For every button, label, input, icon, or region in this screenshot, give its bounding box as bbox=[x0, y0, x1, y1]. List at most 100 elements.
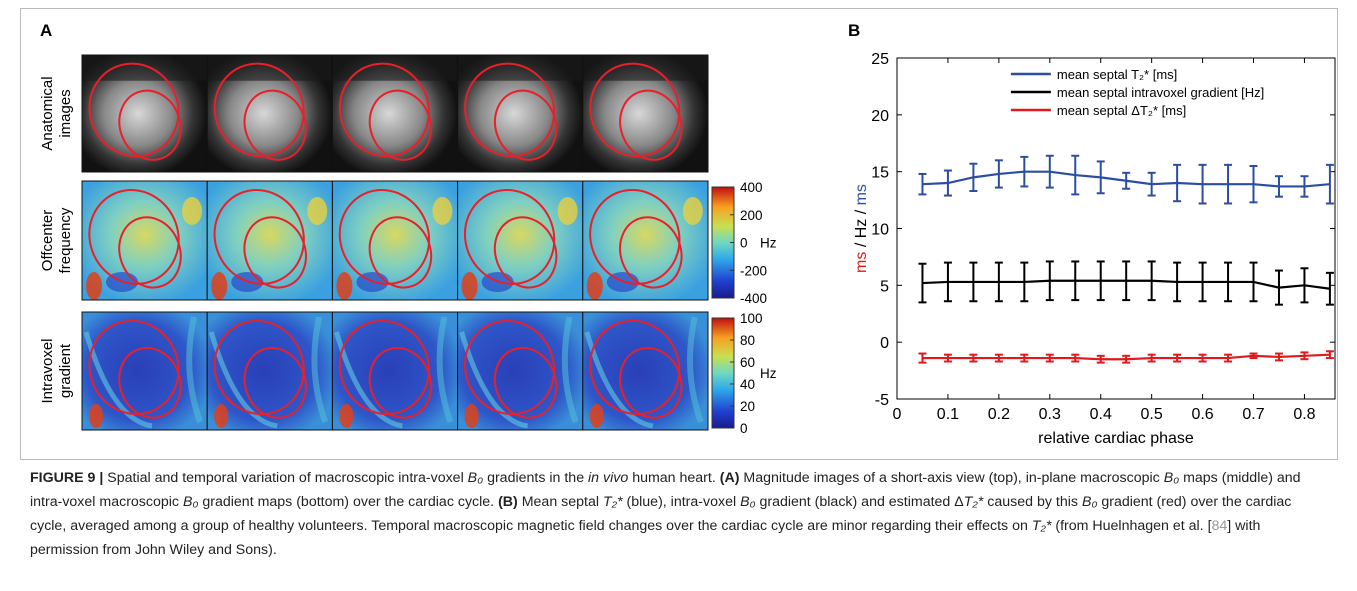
caption-text: gradients in the bbox=[483, 470, 589, 486]
caption-text: T₂* bbox=[963, 494, 984, 510]
y-tick-label: 5 bbox=[880, 278, 889, 295]
y-tick-label: 25 bbox=[871, 51, 889, 68]
y-tick-label: 20 bbox=[871, 108, 889, 125]
caption-text: (blue), intra-voxel bbox=[622, 494, 741, 510]
contour-inner bbox=[619, 346, 683, 419]
y-axis-label-part: ms bbox=[853, 252, 870, 273]
error-bar bbox=[1020, 261, 1029, 303]
error-bar bbox=[1300, 267, 1309, 304]
error-bar bbox=[918, 352, 927, 364]
error-bar bbox=[943, 261, 952, 303]
field-blob bbox=[339, 404, 354, 428]
error-bar bbox=[918, 172, 927, 196]
error-bar bbox=[1020, 155, 1029, 188]
contour-inner bbox=[368, 216, 433, 289]
x-tick-label: 0.3 bbox=[1039, 406, 1061, 423]
caption-text: ] with permission from John Wiley and So… bbox=[30, 518, 1261, 558]
error-bar bbox=[1071, 260, 1080, 302]
caption-text: human heart. bbox=[628, 470, 720, 486]
field-blob bbox=[589, 404, 604, 428]
row-label: Offcenter bbox=[39, 210, 56, 271]
contour-outer bbox=[589, 62, 681, 158]
y-axis-label: ms / Hz / ms bbox=[853, 184, 870, 273]
error-bar bbox=[969, 261, 978, 303]
row-label: images bbox=[57, 89, 74, 137]
error-bar bbox=[1045, 260, 1054, 302]
caption-text: Mean septal bbox=[517, 494, 603, 510]
x-axis-label: relative cardiac phase bbox=[1038, 430, 1194, 447]
caption-text: FIGURE 9 | bbox=[30, 470, 104, 486]
figure-frame bbox=[20, 8, 1338, 460]
contour-inner bbox=[619, 89, 683, 161]
contour-outer bbox=[88, 62, 180, 158]
contour-outer bbox=[213, 62, 305, 158]
image-border bbox=[582, 180, 709, 301]
error-bar bbox=[1173, 261, 1182, 303]
caption-text: T₂* bbox=[1031, 518, 1052, 534]
contour-outer bbox=[589, 188, 681, 285]
error-bar bbox=[1173, 163, 1182, 203]
caption-text: maps (middle) and intra-voxel macroscopi… bbox=[30, 470, 1301, 510]
error-bar bbox=[1071, 353, 1080, 363]
caption-text: B₀ bbox=[1163, 470, 1180, 486]
figure: A B Anatomical images Offcenter frequency In… bbox=[39, 21, 1336, 447]
colorbar-tick-label: 200 bbox=[740, 208, 763, 223]
field-blob bbox=[557, 197, 578, 225]
error-bar bbox=[1224, 353, 1233, 363]
panel-label: A bbox=[40, 21, 52, 40]
contour-inner bbox=[619, 216, 683, 289]
error-bar bbox=[1147, 260, 1156, 302]
y-tick-label: 0 bbox=[880, 335, 889, 352]
contour-inner bbox=[493, 346, 558, 419]
caption-text: T₂* bbox=[602, 494, 623, 510]
caption: FIGURE 9 | Spatial and temporal variatio… bbox=[30, 466, 1330, 562]
x-tick-label: 0 bbox=[893, 406, 902, 423]
row-label: gradient bbox=[57, 343, 74, 398]
error-bar bbox=[1147, 171, 1156, 197]
field-blob bbox=[307, 197, 328, 225]
error-bar bbox=[1224, 261, 1233, 303]
field-streak bbox=[436, 316, 454, 423]
contour-inner bbox=[493, 89, 558, 161]
contour-inner bbox=[368, 89, 433, 161]
y-tick-label: 10 bbox=[871, 222, 889, 239]
field-streak bbox=[687, 316, 704, 423]
legend-label: mean septal ΔT₂* [ms] bbox=[1057, 103, 1186, 118]
x-tick-label: 0.8 bbox=[1293, 406, 1315, 423]
field-blob bbox=[461, 272, 478, 300]
caption-text: B₀ bbox=[740, 494, 756, 510]
colorbar bbox=[711, 317, 735, 429]
colorbar-tick-label: 40 bbox=[740, 377, 755, 392]
field-streak bbox=[186, 316, 203, 423]
field-blob bbox=[464, 404, 479, 428]
legend-label: mean septal intravoxel gradient [Hz] bbox=[1057, 85, 1264, 100]
contour-outer bbox=[213, 188, 305, 285]
legend-label: mean septal T₂* [ms] bbox=[1057, 67, 1177, 82]
error-bar bbox=[1224, 163, 1233, 205]
error-bar bbox=[1071, 154, 1080, 196]
panel-label: B bbox=[848, 21, 860, 40]
error-bar bbox=[1173, 353, 1182, 363]
error-bar bbox=[969, 162, 978, 192]
y-tick-label: -5 bbox=[875, 392, 889, 409]
field-streak bbox=[561, 316, 579, 423]
caption-text: B₀ bbox=[467, 470, 484, 486]
error-bar bbox=[1122, 354, 1131, 364]
x-tick-label: 0.6 bbox=[1191, 406, 1213, 423]
field-blob bbox=[432, 197, 453, 225]
error-bar bbox=[969, 353, 978, 363]
error-bar bbox=[1249, 352, 1258, 360]
error-bar bbox=[994, 159, 1003, 189]
colorbar-tick-label: 60 bbox=[740, 355, 755, 370]
contour-inner bbox=[243, 89, 307, 161]
contour-outer bbox=[88, 188, 180, 285]
error-bar bbox=[1249, 164, 1258, 204]
error-bar bbox=[918, 262, 927, 304]
caption-text: (A) bbox=[719, 470, 740, 486]
error-bar bbox=[1325, 163, 1334, 205]
contour-inner bbox=[368, 346, 433, 419]
error-bar bbox=[1198, 163, 1207, 205]
caption-text: gradient maps (bottom) over the cardiac … bbox=[198, 494, 499, 510]
error-bar bbox=[1300, 175, 1309, 198]
